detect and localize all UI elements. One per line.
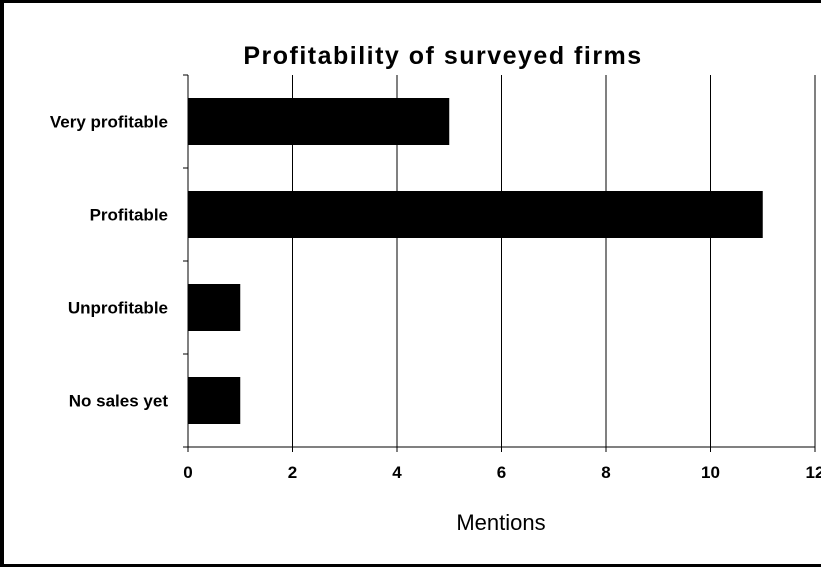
x-tick-label: 8	[601, 463, 610, 482]
bar	[188, 191, 763, 238]
category-label: No sales yet	[69, 392, 169, 411]
category-label: Profitable	[90, 206, 168, 225]
x-tick-label: 6	[497, 463, 506, 482]
x-tick-label: 12	[806, 463, 821, 482]
x-tick-labels: 0 2 4 6 8 10 12	[183, 463, 821, 482]
category-label: Very profitable	[50, 113, 168, 132]
x-tick-label: 10	[701, 463, 720, 482]
axes	[183, 74, 816, 452]
bars	[188, 98, 763, 424]
bar	[188, 98, 450, 145]
chart-title: Profitability of surveyed firms	[243, 42, 642, 70]
bar	[188, 377, 241, 424]
x-tick-label: 4	[392, 463, 402, 482]
x-tick-label: 2	[288, 463, 297, 482]
category-labels: Very profitable Profitable Unprofitable No …	[50, 113, 168, 411]
bar	[188, 284, 241, 331]
category-label: Unprofitable	[68, 299, 168, 318]
x-axis-title: Mentions	[456, 510, 545, 535]
x-tick-label: 0	[183, 463, 192, 482]
